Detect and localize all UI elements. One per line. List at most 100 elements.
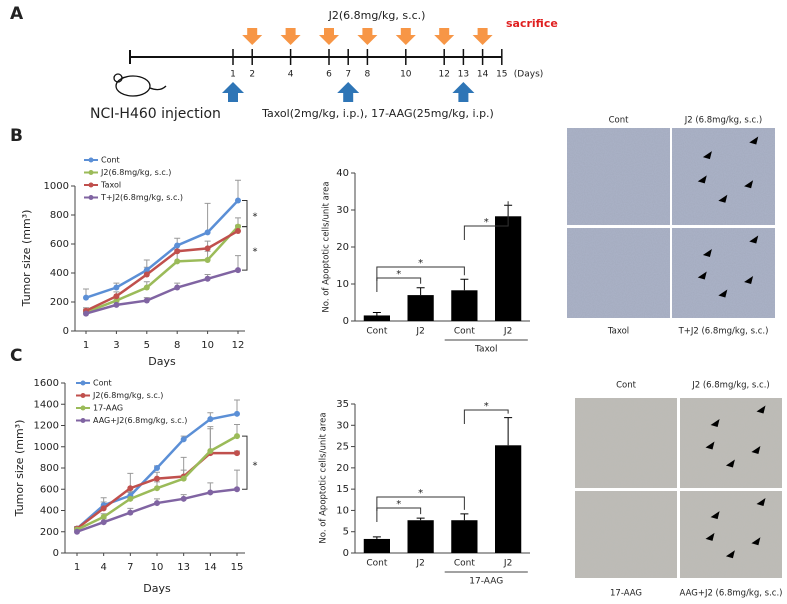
point [74,528,80,535]
arrowhead [702,249,712,257]
y-tick-label: 0 [53,548,59,559]
point [127,509,134,516]
timeline-day: 13 [458,70,469,80]
x-tick-label: J2 [415,559,424,569]
x-tick-label: 10 [151,562,164,573]
point [204,229,211,236]
y-tick-label: 600 [40,484,59,495]
legend-marker [88,195,94,200]
y-tick-label: 600 [50,239,69,250]
x-tick-label: 14 [204,562,217,573]
legend-marker [80,380,86,386]
bar [451,520,478,553]
x-tick-label: Cont [366,327,387,337]
timeline-day: 7 [345,70,351,80]
j2-arrow [357,28,378,45]
legend-label: 17-AAG [93,404,123,413]
point [154,475,160,482]
y-tick-label: 200 [40,527,59,538]
bar [363,315,390,321]
sig-label: * [396,499,401,510]
y-tick-label: 20 [336,242,349,253]
arrowhead [725,550,735,559]
j2-arrow [242,28,263,45]
y-tick-label: 1000 [34,442,59,453]
panel-label: A [10,4,24,24]
micrograph-label: Taxol [607,327,629,337]
sig-label: * [418,258,423,269]
arrowhead [705,532,715,541]
bar [407,520,434,553]
point [154,465,160,471]
point [234,433,240,440]
x-tick-label: 12 [232,340,245,351]
point [100,505,107,512]
point [235,227,241,234]
error-bar [207,426,214,451]
arrowhead [718,289,728,298]
point [204,256,211,263]
arrowhead [725,459,735,468]
point [234,450,240,457]
error-bar [416,287,425,296]
point [180,436,187,443]
point [143,267,150,274]
micrograph-label: AAG+J2 (6.8mg/kg, s.c.) [680,589,783,599]
y-tick-label: 0 [343,316,349,327]
error-bar [204,202,211,233]
y-axis-label: Tumor size (mm³) [20,210,33,308]
legend-marker [88,170,94,175]
point [113,301,120,308]
micrograph-texture [672,128,775,225]
x-tick-label: J2 [503,327,512,337]
point [143,284,150,291]
point [204,245,211,252]
y-tick-label: 400 [40,506,59,517]
y-tick-label: 25 [336,442,349,453]
point [207,416,214,423]
sig-label: * [253,246,258,257]
arrowhead [744,180,754,189]
legend-marker [88,157,94,163]
j2-arrow [280,28,301,45]
micrograph-texture [680,398,782,488]
legend-label: J2(6.8mg/kg, s.c.) [92,391,163,400]
point [174,284,181,291]
x-tick-label: 3 [113,340,119,351]
legend-marker [80,418,86,423]
y-tick-label: 200 [50,297,69,308]
legend-label: J2(6.8mg/kg, s.c.) [100,168,171,177]
point [127,495,134,502]
y-axis-label: No. of Apoptotic cells/unit area [319,412,329,543]
x-tick-label: 15 [231,562,244,573]
y-tick-label: 400 [50,268,69,279]
y-tick-label: 1600 [34,378,59,389]
x-tick-label: 1 [83,340,89,351]
x-tick-label: 4 [100,562,106,573]
micrograph-texture [567,128,670,225]
y-tick-label: 0 [63,326,69,337]
legend-marker [80,405,86,411]
timeline-day: 14 [477,70,489,80]
point [113,284,120,291]
micrograph-texture [575,398,677,488]
point [100,519,107,526]
x-tick-label: 7 [127,562,133,573]
arrowhead [697,271,707,280]
drug-arrow [337,82,360,102]
series-line [85,199,239,299]
y-tick-label: 1000 [44,181,69,192]
point [207,489,214,496]
arrowhead [702,151,712,160]
point [174,248,181,255]
point [180,475,187,482]
arrowhead [749,235,759,244]
drug-arrow [222,82,244,102]
legend-marker [88,182,94,188]
y-tick-label: 40 [336,168,349,179]
sig-bracket [242,200,248,228]
bar [363,538,390,553]
error-bar [372,536,381,539]
sig-bracket [463,409,509,424]
legend-marker [80,393,86,398]
